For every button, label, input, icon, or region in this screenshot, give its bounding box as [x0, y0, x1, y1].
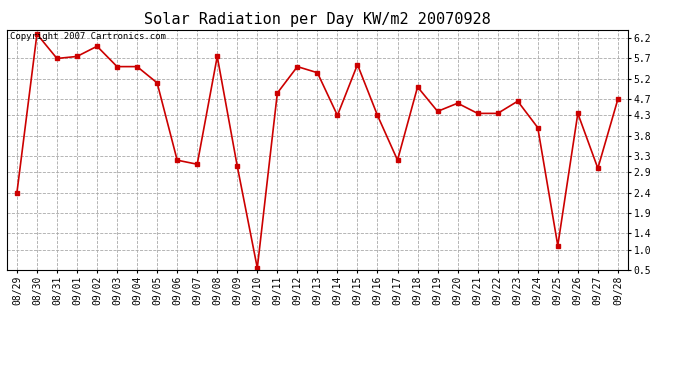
Text: Copyright 2007 Cartronics.com: Copyright 2007 Cartronics.com — [10, 32, 166, 41]
Title: Solar Radiation per Day KW/m2 20070928: Solar Radiation per Day KW/m2 20070928 — [144, 12, 491, 27]
